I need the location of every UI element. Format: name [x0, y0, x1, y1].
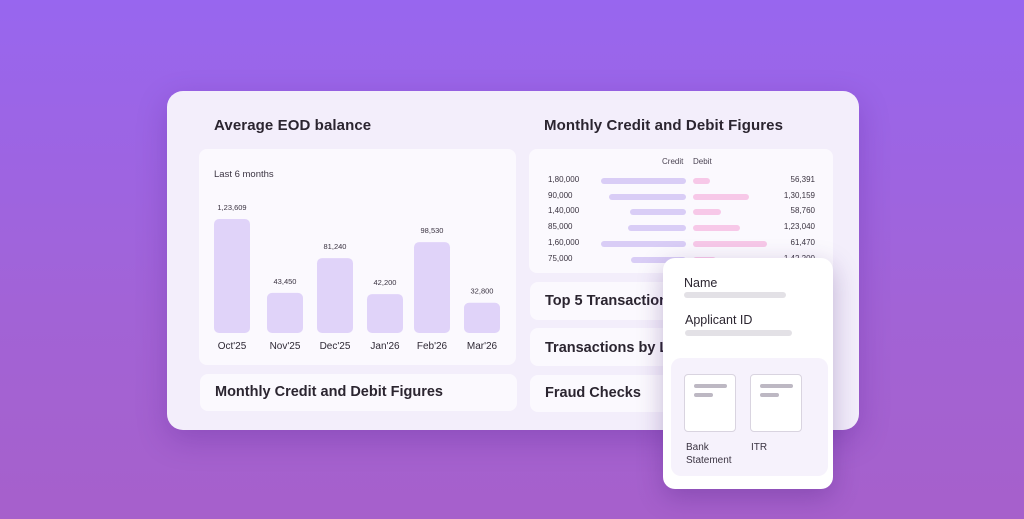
bank-statement-label: Bank Statement: [686, 442, 732, 466]
bar-category-label: Nov'25: [270, 341, 301, 352]
credit-debit-row: 1,80,000 56,391: [529, 172, 833, 188]
debit-value: 1,23,040: [783, 222, 815, 232]
doc-line: [760, 384, 793, 388]
credit-debit-card[interactable]: Monthly Credit and Debit Figures: [200, 374, 517, 411]
credit-bar: [628, 225, 686, 232]
fraud-checks-label: Fraud Checks: [545, 385, 641, 401]
documents-area: Bank Statement ITR: [671, 358, 828, 476]
top5-transactions-label: Top 5 Transactions: [545, 293, 677, 309]
debit-value: 56,391: [790, 175, 815, 184]
bar-category-label: Dec'25: [320, 341, 351, 352]
credit-value: 90,000: [548, 190, 573, 200]
bar-mar26[interactable]: [464, 302, 500, 333]
applicant-card: Name Applicant ID Bank Statement ITR: [663, 258, 833, 489]
debit-bar: [693, 240, 767, 247]
applicant-id-label: Applicant ID: [685, 313, 753, 327]
chart-period-label: Last 6 months: [214, 169, 274, 180]
debit-value: 58,760: [790, 206, 815, 216]
bar-category-label: Mar'26: [467, 341, 498, 352]
applicant-id-placeholder: [685, 330, 792, 336]
credit-value: 1,60,000: [548, 237, 580, 247]
doc-line: [694, 393, 713, 397]
credit-value: 1,40,000: [548, 206, 580, 216]
avg-eod-chart-panel: Last 6 months 1,23,609 Oct'25 43,450 Nov'25…: [199, 149, 516, 365]
credit-bar: [630, 256, 686, 263]
bar-oct25[interactable]: [214, 219, 250, 333]
bank-statement-document-icon[interactable]: [684, 374, 736, 432]
credit-debit-row: 90,000 1,30,159: [529, 188, 833, 204]
debit-bar: [693, 225, 741, 232]
name-label: Name: [684, 276, 718, 290]
credit-debit-card-label: Monthly Credit and Debit Figures: [215, 384, 443, 400]
bar-category-label: Jan'26: [370, 341, 400, 352]
bar-feb26[interactable]: [414, 242, 450, 333]
credit-bar: [601, 240, 686, 247]
bar-value-label: 1,23,609: [217, 203, 246, 212]
credit-bar: [601, 178, 686, 184]
debit-bar: [693, 193, 750, 200]
doc-line: [694, 384, 727, 388]
bar-value-label: 43,450: [274, 277, 297, 286]
itr-document-icon[interactable]: [750, 374, 802, 432]
credit-value: 75,000: [548, 253, 573, 263]
bar-value-label: 32,800: [471, 287, 494, 296]
credit-column-header: Credit: [662, 157, 684, 166]
debit-bar: [693, 178, 710, 184]
name-placeholder: [684, 292, 786, 298]
bar-value-label: 42,200: [374, 278, 397, 287]
debit-bar: [693, 209, 721, 216]
debit-value: 1,30,159: [783, 190, 815, 200]
transactions-by-label: Transactions by L: [545, 340, 669, 356]
credit-debit-title: Monthly Credit and Debit Figures: [544, 117, 784, 134]
credit-bar: [629, 209, 686, 216]
credit-value: 85,000: [548, 222, 573, 232]
bar-value-label: 81,240: [324, 242, 347, 251]
bar-category-label: Feb'26: [417, 341, 448, 352]
credit-debit-panel: Credit Debit 1,80,000 56,391 90,000 1,30,15…: [529, 149, 833, 273]
avg-eod-bar-chart: 1,23,609 Oct'25 43,450 Nov'25 81,240 Dec'25 42…: [214, 203, 500, 352]
bar-jan26[interactable]: [367, 294, 403, 333]
credit-value: 1,80,000: [548, 175, 580, 184]
credit-debit-row: 85,000 1,23,040: [529, 219, 833, 235]
debit-value: 61,470: [790, 237, 815, 247]
itr-label: ITR: [751, 442, 768, 453]
doc-line: [760, 393, 779, 397]
bar-value-label: 98,530: [421, 226, 444, 235]
bar-nov25[interactable]: [267, 292, 303, 333]
debit-column-header: Debit: [693, 157, 712, 166]
bar-dec25[interactable]: [317, 258, 353, 333]
bar-category-label: Oct'25: [218, 341, 247, 352]
credit-debit-row: 1,40,000 58,760: [529, 203, 833, 219]
credit-bar: [608, 193, 686, 200]
credit-debit-row: 1,60,000 61,470: [529, 235, 833, 251]
avg-eod-title: Average EOD balance: [214, 117, 372, 134]
